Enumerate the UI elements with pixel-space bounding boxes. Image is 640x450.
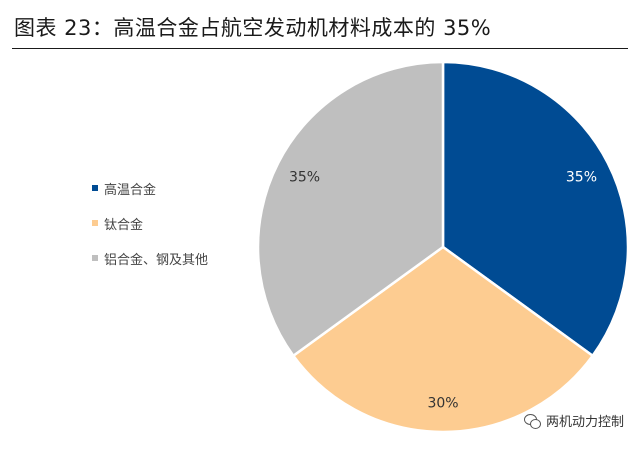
slice-label: 35% bbox=[289, 169, 320, 185]
legend-label: 高温合金 bbox=[104, 182, 157, 198]
legend-item-titanium-alloy: 钛合金 bbox=[92, 213, 208, 233]
title-divider bbox=[12, 48, 628, 49]
legend-item-high-temp-alloy: 高温合金 bbox=[92, 178, 208, 198]
pie-slice bbox=[256, 60, 445, 358]
pie-slice bbox=[291, 245, 595, 434]
watermark-text: 两机动力控制 bbox=[545, 415, 624, 430]
legend-swatch bbox=[92, 255, 98, 261]
legend-label: 铝合金、钢及其他 bbox=[104, 252, 209, 268]
wechat-icon bbox=[523, 413, 542, 429]
legend-item-aluminum-steel-other: 铝合金、钢及其他 bbox=[92, 248, 208, 268]
legend: 高温合金 钛合金 铝合金、钢及其他 bbox=[92, 178, 208, 283]
watermark: 两机动力控制 bbox=[523, 411, 624, 430]
slice-label: 30% bbox=[427, 395, 458, 411]
legend-swatch bbox=[92, 220, 98, 226]
chart-title: 图表 23：高温合金占航空发动机材料成本的 35% bbox=[14, 16, 492, 40]
pie-slice bbox=[441, 60, 630, 358]
legend-label: 钛合金 bbox=[104, 217, 144, 233]
legend-swatch bbox=[92, 185, 98, 191]
slice-label: 35% bbox=[566, 169, 597, 185]
